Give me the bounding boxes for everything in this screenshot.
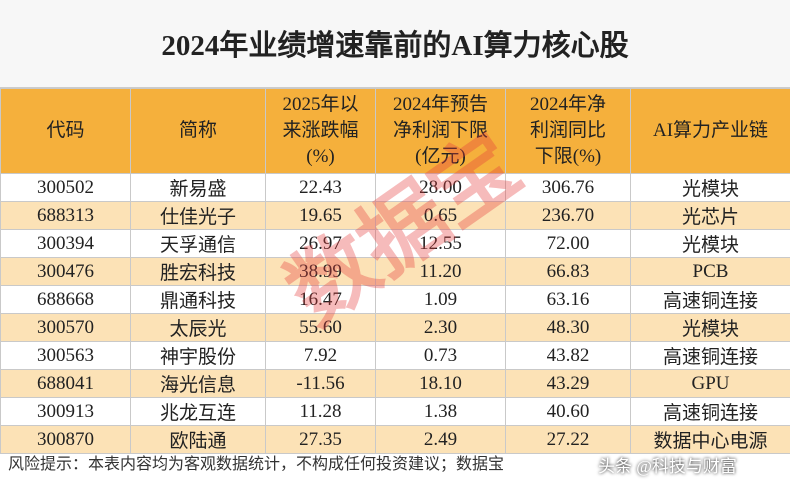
table-cell: 天孚通信 (130, 229, 266, 258)
column-header: AI算力产业链 (630, 88, 790, 174)
table-cell: 300563 (0, 341, 131, 370)
table-body: 300502 新易盛 22.43 28.00 306.76 光模块 688313 仕佳光子 19… (0, 173, 790, 454)
table-cell: 48.30 (505, 313, 631, 342)
table-cell: 0.73 (375, 341, 506, 370)
table-cell: 19.65 (265, 201, 376, 230)
table: 代码 简称 2025年以 来涨跌幅 (%) 2024年预告 净利润下限 (亿元) 2024年净利… (0, 88, 790, 454)
header-line: 简称 (178, 120, 217, 141)
table-cell: 27.35 (265, 425, 376, 454)
table-cell: 688668 (0, 285, 131, 314)
table-cell: 数据中心电源 (630, 425, 790, 454)
header-line: 来涨跌幅 (282, 120, 359, 141)
column-header: 2025年以 来涨跌幅 (%) (265, 88, 376, 174)
header-line: 利润同比 (529, 120, 606, 141)
table-cell: 40.60 (505, 397, 631, 426)
table-cell: 光模块 (630, 173, 790, 202)
column-header: 代码 (0, 88, 131, 174)
table-cell: 300870 (0, 425, 131, 454)
table-cell: 236.70 (505, 201, 631, 230)
table-cell: 高速铜连接 (630, 341, 790, 370)
column-header: 2024年预告 净利润下限 (亿元) (375, 88, 506, 174)
header-line: 净利润下限 (392, 120, 488, 141)
table-cell: 63.16 (505, 285, 631, 314)
table-cell: 18.10 (375, 369, 506, 398)
table-cell: 7.92 (265, 341, 376, 370)
table-cell: GPU (630, 369, 790, 398)
column-header: 2024年净 利润同比下限(%) (505, 88, 631, 174)
footer-note: 风险提示：本表内容均为客观数据统计，不构成任何投资建议；数据宝 (8, 456, 505, 473)
table-cell: 11.20 (375, 257, 506, 286)
table-cell: 300476 (0, 257, 131, 286)
table-cell: 11.28 (265, 397, 376, 426)
table-cell: 海光信息 (130, 369, 266, 398)
header-row: 代码 简称 2025年以 来涨跌幅 (%) 2024年预告 净利润下限 (亿元) 2024年净利… (0, 88, 790, 174)
table-cell: 兆龙互连 (130, 397, 266, 426)
table-cell: 鼎通科技 (130, 285, 266, 314)
table-cell: 光模块 (630, 229, 790, 258)
table-cell: 300913 (0, 397, 131, 426)
header-line: AI算力产业链 (652, 120, 769, 141)
header-line: (亿元) (415, 146, 466, 167)
table-cell: 306.76 (505, 173, 631, 202)
table-row: 300913 兆龙互连 11.28 1.38 40.60 高速铜连接 (0, 397, 790, 426)
table-cell: 16.47 (265, 285, 376, 314)
table-cell: 神宇股份 (130, 341, 266, 370)
header-line: 2024年预告 (392, 94, 488, 115)
table-row: 688313 仕佳光子 19.65 0.65 236.70 光芯片 (0, 201, 790, 230)
table-cell: 43.82 (505, 341, 631, 370)
table-row: 300570 太辰光 55.60 2.30 48.30 光模块 (0, 313, 790, 342)
header-line: 下限(%) (534, 146, 602, 167)
table-cell: 43.29 (505, 369, 631, 398)
table-cell: 28.00 (375, 173, 506, 202)
table-cell: 胜宏科技 (130, 257, 266, 286)
table-row: 300502 新易盛 22.43 28.00 306.76 光模块 (0, 173, 790, 202)
table-cell: 55.60 (265, 313, 376, 342)
table-cell: 2.49 (375, 425, 506, 454)
title: 2024年业绩增速靠前的AI算力核心股 (0, 0, 790, 88)
table-cell: 26.97 (265, 229, 376, 258)
table-cell: 0.65 (375, 201, 506, 230)
table-row: 300563 神宇股份 7.92 0.73 43.82 高速铜连接 (0, 341, 790, 370)
table-cell: 1.09 (375, 285, 506, 314)
table-cell: 688041 (0, 369, 131, 398)
table-cell: 300570 (0, 313, 131, 342)
header-line: 代码 (46, 120, 85, 141)
table-cell: -11.56 (265, 369, 376, 398)
table-cell: 1.38 (375, 397, 506, 426)
table-cell: 太辰光 (130, 313, 266, 342)
header-line: 2025年以 (282, 94, 359, 115)
table-cell: 仕佳光子 (130, 201, 266, 230)
table-cell: 38.99 (265, 257, 376, 286)
table-cell: 2.30 (375, 313, 506, 342)
table-cell: 72.00 (505, 229, 631, 258)
table-cell: 300394 (0, 229, 131, 258)
table-cell: 光芯片 (630, 201, 790, 230)
header-line: (%) (306, 146, 335, 167)
table-row: 688041 海光信息 -11.56 18.10 43.29 GPU (0, 369, 790, 398)
table-cell: 27.22 (505, 425, 631, 454)
table-cell: 22.43 (265, 173, 376, 202)
column-header: 简称 (130, 88, 266, 174)
watermark-corner: 头条 @科技与财富 (598, 457, 737, 476)
table-cell: PCB (630, 257, 790, 286)
table-row: 300394 天孚通信 26.97 12.55 72.00 光模块 (0, 229, 790, 258)
table-cell: 66.83 (505, 257, 631, 286)
table-cell: 12.55 (375, 229, 506, 258)
table-row: 688668 鼎通科技 16.47 1.09 63.16 高速铜连接 (0, 285, 790, 314)
table-cell: 光模块 (630, 313, 790, 342)
header-line: 2024年净 (529, 94, 606, 115)
table-row: 300870 欧陆通 27.35 2.49 27.22 数据中心电源 (0, 425, 790, 454)
table-cell: 高速铜连接 (630, 397, 790, 426)
table-cell: 新易盛 (130, 173, 266, 202)
table-cell: 688313 (0, 201, 131, 230)
table-row: 300476 胜宏科技 38.99 11.20 66.83 PCB (0, 257, 790, 286)
table-cell: 高速铜连接 (630, 285, 790, 314)
table-cell: 300502 (0, 173, 131, 202)
